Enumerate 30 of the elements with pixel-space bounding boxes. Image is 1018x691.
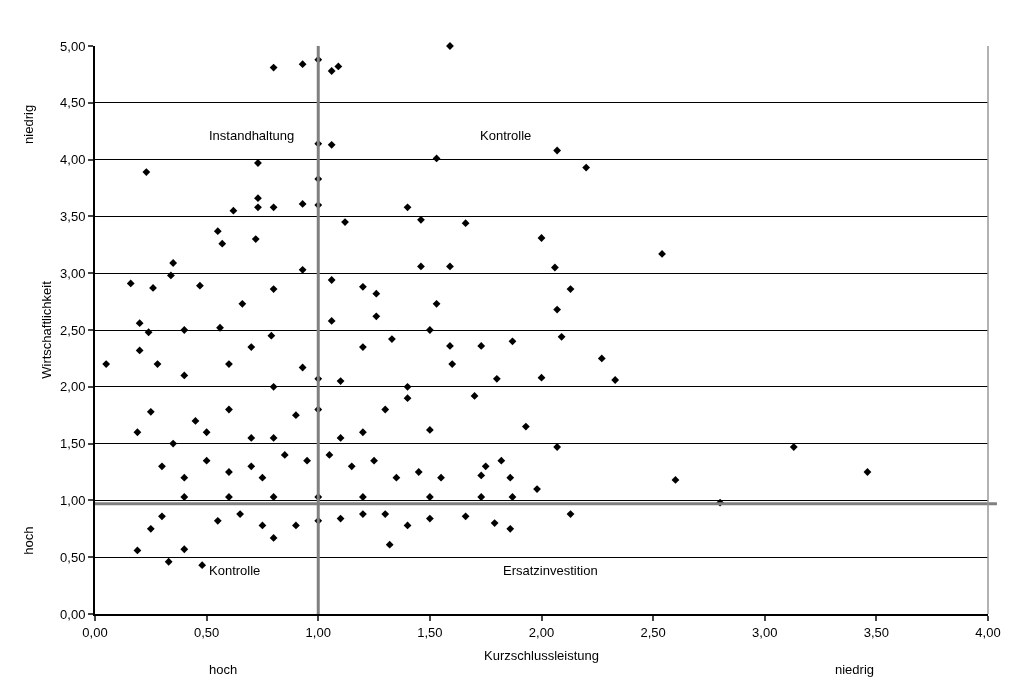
text: niedrig (21, 104, 37, 144)
x-axis-title: Kurzschlussleistung (484, 647, 599, 663)
y-tick-label: 2,00 (60, 379, 86, 395)
annotation: Kontrolle (480, 128, 532, 143)
y-tick-label: 1,50 (60, 436, 86, 452)
y-tick-label: 1,00 (60, 492, 86, 508)
x-tick-label: 3,00 (752, 624, 778, 640)
x-tick-label: 2,00 (528, 624, 555, 640)
annotation: Kontrolle (209, 563, 261, 578)
y-tick-label: 4,50 (60, 95, 86, 111)
x-tick-label: 2,50 (640, 624, 666, 640)
x-tick-label: 3,50 (863, 624, 890, 640)
y-tick-label: 2,50 (60, 322, 86, 338)
y-tick-label: 5,00 (60, 38, 86, 54)
y-tick-label: 3,50 (60, 208, 86, 224)
annotation: Instandhaltung (209, 128, 295, 143)
y-tick-label: 4,00 (60, 152, 86, 168)
y-axis-title: Wirtschaftlichkeit (38, 280, 54, 379)
x-tick-label: 4,00 (975, 624, 1001, 640)
text: niedrig (835, 662, 875, 677)
y-tick-label: 3,00 (60, 265, 86, 281)
text: hoch (209, 662, 238, 677)
x-tick-label: 1,50 (417, 624, 443, 640)
text: hoch (21, 526, 37, 555)
x-tick-label: 0,00 (82, 624, 108, 640)
x-tick-label: 1,00 (305, 624, 331, 640)
x-tick-label: 0,50 (193, 624, 220, 640)
y-tick-label: 0,50 (60, 549, 86, 565)
annotation: Ersatzinvestition (503, 563, 598, 578)
y-tick-label: 0,00 (60, 606, 86, 622)
